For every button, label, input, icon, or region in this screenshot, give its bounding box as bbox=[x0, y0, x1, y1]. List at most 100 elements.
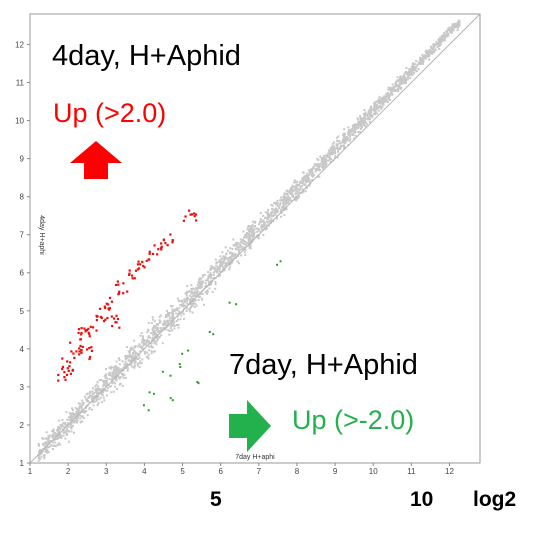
background-point bbox=[411, 69, 414, 72]
background-point bbox=[415, 59, 418, 62]
background-point bbox=[259, 221, 262, 224]
background-point bbox=[184, 298, 187, 301]
background-point bbox=[210, 274, 213, 277]
up-point bbox=[88, 332, 91, 336]
background-point bbox=[153, 320, 156, 323]
background-point bbox=[41, 437, 44, 440]
background-point bbox=[307, 169, 310, 172]
background-point bbox=[180, 300, 183, 303]
background-point bbox=[89, 394, 92, 397]
background-point bbox=[337, 150, 340, 153]
background-point bbox=[213, 268, 216, 271]
background-point bbox=[359, 116, 362, 119]
background-point bbox=[410, 65, 413, 68]
background-point bbox=[190, 304, 193, 307]
background-point bbox=[124, 358, 127, 361]
background-point bbox=[416, 70, 419, 73]
background-point bbox=[147, 340, 150, 343]
background-point bbox=[79, 417, 82, 420]
background-point bbox=[214, 258, 217, 261]
background-point bbox=[65, 430, 68, 433]
background-point bbox=[403, 74, 406, 77]
up-point bbox=[91, 326, 95, 329]
background-point bbox=[150, 350, 153, 353]
background-point bbox=[78, 405, 81, 408]
background-point bbox=[69, 423, 72, 426]
background-point bbox=[144, 352, 147, 355]
background-point bbox=[400, 86, 403, 89]
background-point bbox=[115, 360, 118, 363]
up-point bbox=[105, 302, 108, 305]
background-point bbox=[198, 286, 201, 289]
background-point bbox=[419, 62, 422, 65]
up-point bbox=[122, 282, 125, 285]
background-point bbox=[124, 365, 127, 368]
background-point bbox=[276, 209, 279, 212]
background-point bbox=[175, 323, 178, 326]
background-point bbox=[206, 292, 209, 295]
up-point bbox=[80, 349, 83, 352]
background-point bbox=[360, 126, 363, 129]
background-point bbox=[200, 285, 203, 288]
background-point bbox=[419, 57, 422, 60]
background-point bbox=[343, 133, 346, 136]
background-point bbox=[168, 312, 171, 315]
background-point bbox=[357, 126, 360, 129]
x-tick-label: 6 bbox=[218, 467, 223, 476]
background-point bbox=[348, 139, 351, 142]
up-point bbox=[69, 372, 72, 375]
background-point bbox=[321, 166, 324, 169]
up-point bbox=[88, 335, 91, 338]
background-point bbox=[229, 256, 232, 259]
background-point bbox=[398, 87, 401, 90]
background-point bbox=[379, 100, 382, 103]
background-point bbox=[351, 124, 354, 127]
background-point bbox=[185, 294, 188, 297]
background-point bbox=[440, 37, 443, 40]
background-point bbox=[428, 49, 431, 52]
background-point bbox=[445, 30, 448, 33]
background-point bbox=[110, 391, 113, 394]
background-point bbox=[265, 227, 268, 230]
background-point bbox=[98, 379, 101, 382]
x-axis-ticks: 1 2 3 4 5 6 7 8 9 10 11 12 bbox=[28, 463, 454, 476]
background-point bbox=[389, 89, 392, 92]
background-point bbox=[272, 220, 275, 223]
background-point bbox=[285, 208, 288, 211]
up-point bbox=[80, 333, 83, 336]
background-point bbox=[38, 453, 41, 456]
background-point bbox=[173, 310, 176, 313]
background-point bbox=[46, 448, 49, 451]
background-point bbox=[338, 142, 341, 145]
background-point bbox=[379, 101, 382, 104]
background-point bbox=[43, 454, 46, 457]
background-point bbox=[40, 455, 43, 458]
background-point bbox=[237, 246, 240, 249]
background-point bbox=[314, 164, 317, 167]
background-point bbox=[42, 444, 45, 447]
background-point bbox=[133, 345, 136, 348]
background-point bbox=[322, 157, 325, 160]
background-point bbox=[70, 416, 73, 419]
background-point bbox=[46, 437, 49, 440]
background-point bbox=[130, 363, 133, 366]
background-point bbox=[160, 334, 163, 337]
background-point bbox=[395, 89, 398, 92]
background-point bbox=[343, 145, 346, 148]
background-point bbox=[81, 402, 84, 405]
background-point bbox=[132, 339, 135, 342]
background-point bbox=[282, 198, 285, 201]
down-point bbox=[212, 333, 215, 336]
background-point bbox=[154, 334, 157, 337]
background-point bbox=[252, 236, 255, 239]
background-point bbox=[425, 52, 428, 55]
background-point bbox=[401, 78, 404, 81]
background-point bbox=[450, 26, 453, 29]
background-point bbox=[248, 230, 251, 233]
background-point bbox=[126, 367, 129, 370]
background-point bbox=[320, 159, 323, 162]
background-point bbox=[88, 401, 91, 404]
background-point bbox=[145, 341, 148, 344]
background-point bbox=[356, 123, 359, 126]
down-point bbox=[169, 397, 172, 400]
